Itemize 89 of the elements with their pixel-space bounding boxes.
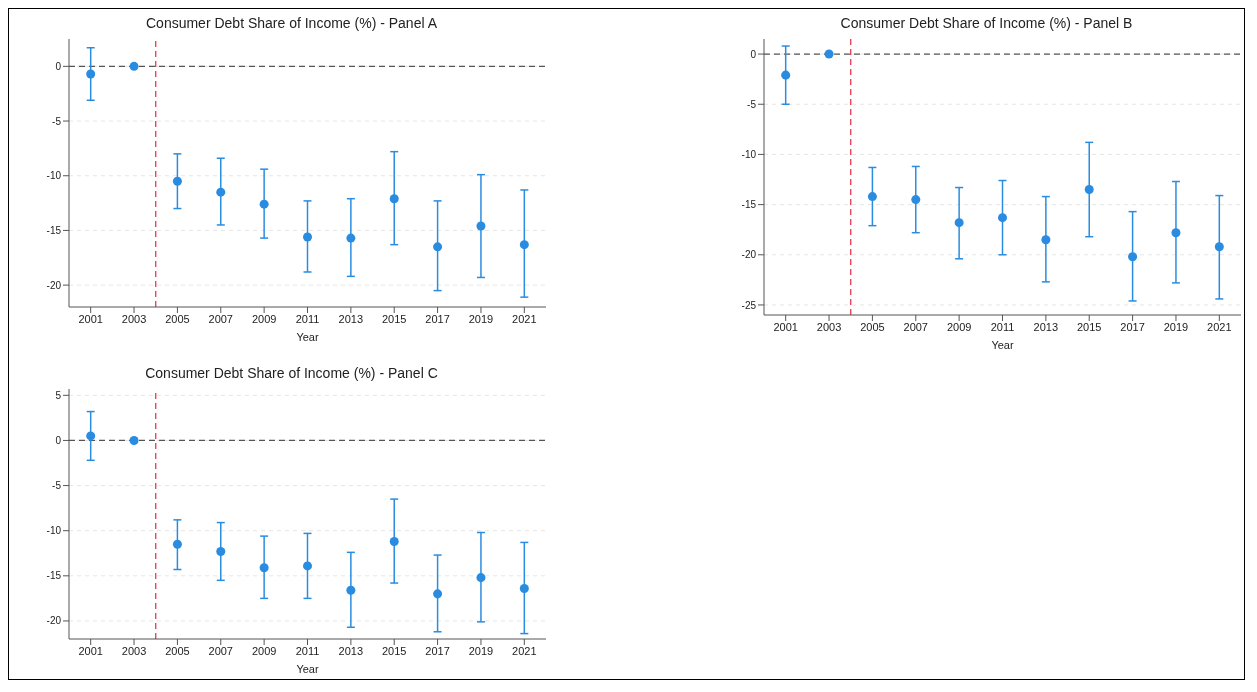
y-tick-label: 0 bbox=[55, 60, 62, 72]
point bbox=[476, 221, 486, 231]
point bbox=[129, 435, 139, 445]
y-tick-label: -20 bbox=[741, 249, 757, 261]
y-tick-label: -15 bbox=[46, 570, 62, 582]
y-tick-label: -5 bbox=[52, 480, 62, 492]
point bbox=[302, 561, 313, 571]
y-tick-label: -15 bbox=[46, 224, 62, 236]
y-tick-label: 0 bbox=[750, 48, 757, 60]
point bbox=[433, 242, 443, 252]
x-tick-label: 2009 bbox=[946, 320, 972, 333]
point bbox=[346, 233, 356, 243]
x-tick-label: 2007 bbox=[208, 312, 234, 325]
y-tick-label: -25 bbox=[741, 299, 757, 311]
point bbox=[1214, 242, 1224, 252]
x-tick-label: 2001 bbox=[78, 644, 103, 657]
point bbox=[1171, 228, 1181, 238]
point bbox=[781, 70, 791, 80]
x-tick-label: 2017 bbox=[425, 644, 450, 657]
x-tick-label: 2003 bbox=[121, 644, 147, 657]
point bbox=[389, 194, 399, 204]
point bbox=[86, 69, 96, 79]
point bbox=[911, 195, 921, 205]
point bbox=[259, 563, 269, 573]
x-tick-label: 2017 bbox=[1120, 320, 1145, 333]
point bbox=[867, 192, 877, 202]
x-tick-label: 2013 bbox=[338, 644, 364, 657]
y-tick-label: 0 bbox=[55, 434, 62, 446]
x-axis-title: Year bbox=[296, 663, 319, 675]
y-tick-label: 5 bbox=[55, 389, 62, 401]
point bbox=[346, 585, 356, 595]
x-tick-label: 2019 bbox=[468, 312, 494, 325]
point bbox=[1084, 185, 1094, 195]
x-tick-label: 2019 bbox=[468, 644, 494, 657]
chart-title: Consumer Debt Share of Income (%) - Panel C bbox=[144, 365, 439, 383]
x-tick-label: 2007 bbox=[903, 320, 929, 333]
x-tick-label: 2005 bbox=[860, 320, 885, 333]
x-tick-label: 2009 bbox=[251, 312, 277, 325]
x-tick-label: 2011 bbox=[990, 320, 1015, 333]
point bbox=[476, 573, 486, 583]
x-tick-label: 2015 bbox=[381, 644, 407, 657]
point bbox=[519, 240, 529, 250]
y-tick-label: -20 bbox=[46, 279, 62, 291]
x-tick-label: 2007 bbox=[208, 644, 234, 657]
point bbox=[302, 232, 313, 242]
y-tick-label: -5 bbox=[52, 115, 62, 127]
x-tick-label: 2015 bbox=[381, 312, 407, 325]
y-tick-label: -15 bbox=[741, 199, 757, 211]
y-tick-label: -10 bbox=[46, 525, 62, 537]
x-tick-label: 2017 bbox=[425, 312, 450, 325]
point bbox=[433, 589, 443, 599]
x-axis-title: Year bbox=[991, 339, 1014, 351]
x-tick-label: 2021 bbox=[512, 312, 537, 325]
y-tick-label: -5 bbox=[747, 98, 757, 110]
chart-title: Consumer Debt Share of Income (%) - Panel B bbox=[839, 15, 1134, 33]
x-tick-label: 2019 bbox=[1163, 320, 1189, 333]
x-tick-label: 2005 bbox=[165, 312, 190, 325]
x-tick-label: 2013 bbox=[1033, 320, 1059, 333]
x-tick-label: 2003 bbox=[121, 312, 147, 325]
y-tick-label: -10 bbox=[46, 170, 62, 182]
point bbox=[216, 187, 226, 197]
point bbox=[389, 537, 399, 547]
x-axis-title: Year bbox=[296, 331, 319, 343]
x-tick-label: 2001 bbox=[78, 312, 103, 325]
x-tick-label: 2011 bbox=[295, 644, 320, 657]
x-tick-label: 2011 bbox=[295, 312, 320, 325]
point bbox=[259, 199, 269, 209]
x-tick-label: 2021 bbox=[1207, 320, 1232, 333]
point bbox=[1128, 252, 1138, 262]
y-tick-label: -10 bbox=[741, 148, 757, 160]
x-tick-label: 2013 bbox=[338, 312, 364, 325]
point bbox=[824, 49, 834, 59]
point bbox=[129, 61, 139, 71]
point bbox=[519, 583, 529, 593]
point bbox=[86, 431, 96, 441]
x-tick-label: 2003 bbox=[816, 320, 842, 333]
x-tick-label: 2021 bbox=[512, 644, 537, 657]
x-tick-label: 2009 bbox=[251, 644, 277, 657]
point bbox=[172, 176, 182, 186]
x-tick-label: 2015 bbox=[1076, 320, 1102, 333]
point bbox=[216, 546, 226, 556]
point bbox=[172, 539, 182, 549]
point bbox=[997, 213, 1008, 223]
point bbox=[954, 218, 964, 228]
point bbox=[1041, 235, 1051, 245]
y-tick-label: -20 bbox=[46, 615, 62, 627]
x-tick-label: 2005 bbox=[165, 644, 190, 657]
x-tick-label: 2001 bbox=[773, 320, 798, 333]
chart-title: Consumer Debt Share of Income (%) - Panel A bbox=[145, 15, 438, 33]
